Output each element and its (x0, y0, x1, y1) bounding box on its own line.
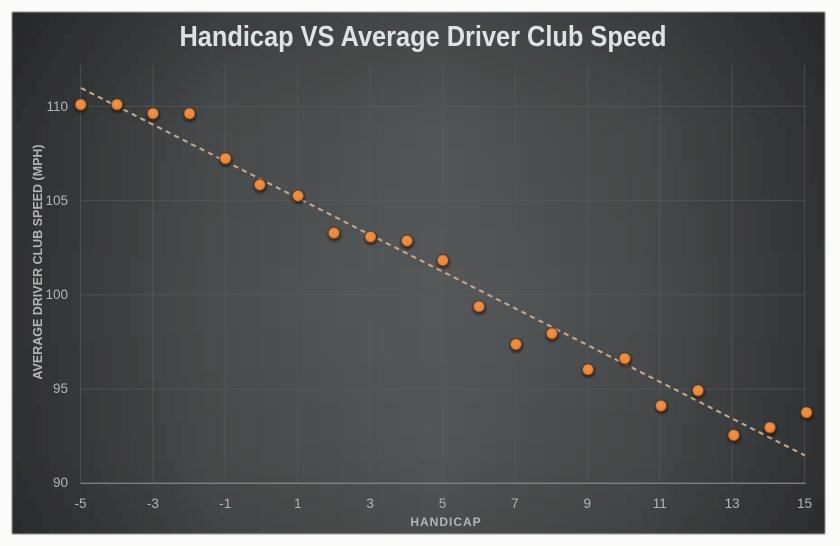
svg-text:11: 11 (653, 496, 667, 511)
svg-text:-5: -5 (74, 496, 86, 511)
svg-text:HANDICAP: HANDICAP (410, 515, 481, 529)
svg-text:-1: -1 (219, 496, 231, 511)
svg-text:3: 3 (366, 496, 374, 511)
svg-text:105: 105 (45, 193, 68, 208)
svg-text:-3: -3 (147, 496, 159, 511)
svg-text:7: 7 (511, 496, 519, 511)
svg-text:5: 5 (439, 496, 447, 511)
svg-text:Handicap VS Average Driver Clu: Handicap VS Average Driver Club Speed (180, 21, 667, 53)
svg-text:AVERAGE DRIVER CLUB SPEED (MPH: AVERAGE DRIVER CLUB SPEED (MPH) (31, 144, 45, 379)
svg-text:90: 90 (53, 475, 68, 490)
svg-text:13: 13 (725, 496, 740, 511)
svg-text:110: 110 (46, 99, 68, 114)
svg-text:9: 9 (584, 496, 592, 511)
svg-text:95: 95 (53, 381, 68, 396)
svg-text:15: 15 (797, 496, 812, 511)
svg-text:1: 1 (294, 496, 302, 511)
svg-text:100: 100 (45, 287, 68, 302)
